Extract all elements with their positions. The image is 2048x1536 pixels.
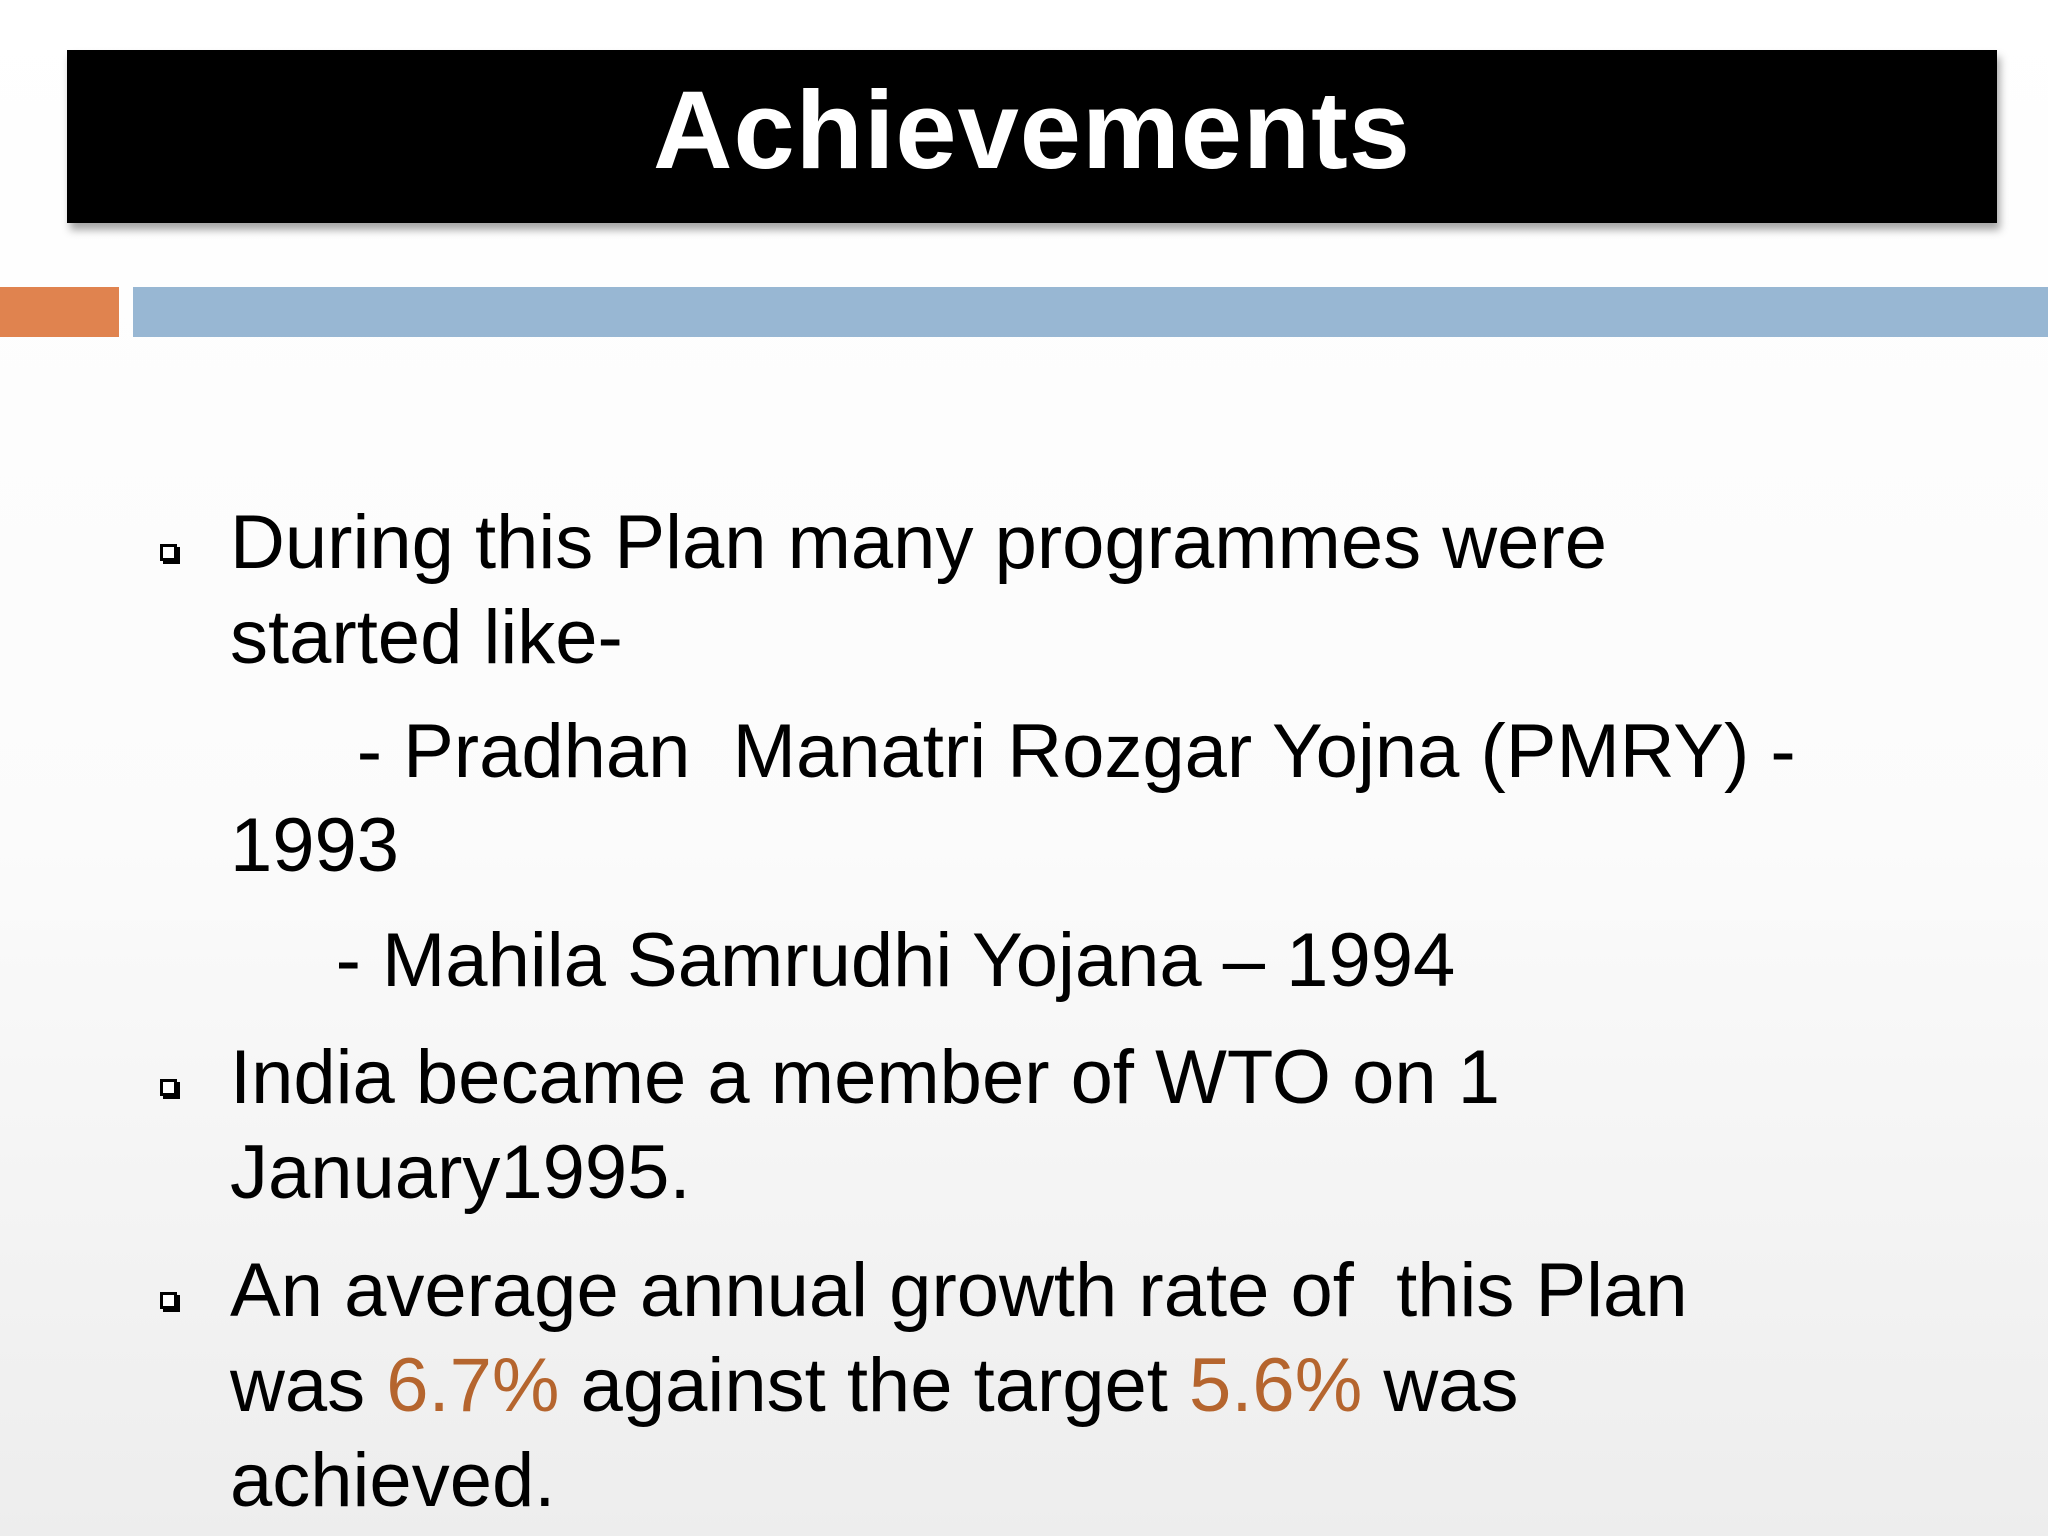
slide-title-bar: Achievements xyxy=(67,50,1997,223)
target-growth-rate: 5.6% xyxy=(1189,1343,1363,1428)
accent-bar-orange xyxy=(0,287,119,337)
slide-title: Achievements xyxy=(653,68,1411,192)
actual-growth-rate: 6.7% xyxy=(386,1343,560,1428)
bullet-1-line-2: started like- xyxy=(230,595,623,680)
square-bullet-icon xyxy=(160,544,177,561)
bullet-1-line-1: During this Plan many programmes were xyxy=(230,500,1607,585)
bullet-2-line-2: January1995. xyxy=(230,1130,691,1215)
growth-text-middle: against the target xyxy=(559,1343,1190,1428)
sub-item-pmry-line-2: 1993 xyxy=(230,803,400,888)
bullet-3-line-3: achieved. xyxy=(230,1438,556,1523)
bullet-3-line-2: was 6.7% against the target 5.6% was xyxy=(230,1348,1519,1424)
accent-bar-blue xyxy=(133,287,2048,337)
bullet-2-line-1: India became a member of WTO on 1 xyxy=(230,1035,1501,1120)
growth-text-prefix: was xyxy=(230,1343,387,1428)
sub-item-mahila-line: - Mahila Samrudhi Yojana – 1994 xyxy=(230,918,1456,1003)
bullet-3-line-1: An average annual growth rate of this Pl… xyxy=(230,1248,1688,1333)
sub-item-pmry-line-1: - Pradhan Manatri Rozgar Yojna (PMRY) - xyxy=(230,709,1796,794)
square-bullet-icon xyxy=(160,1079,177,1096)
growth-text-suffix: was xyxy=(1362,1343,1519,1428)
square-bullet-icon xyxy=(160,1292,177,1309)
